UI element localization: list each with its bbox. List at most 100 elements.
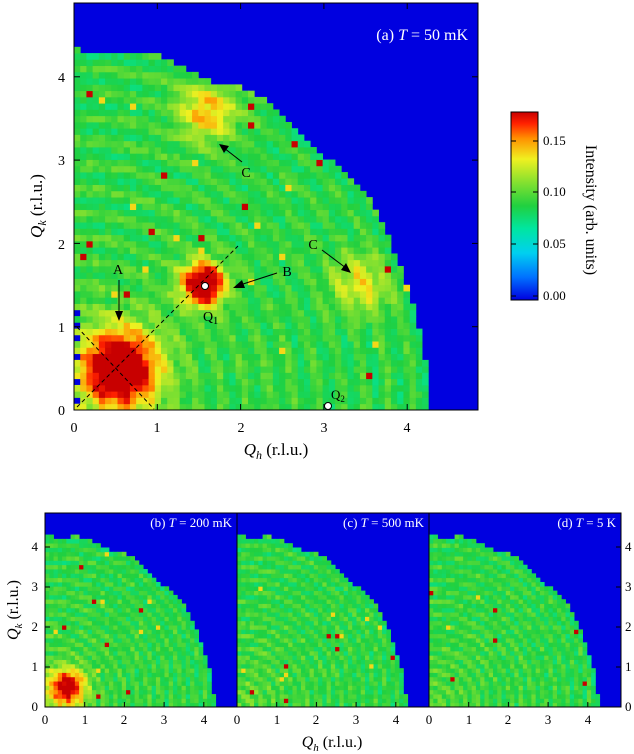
heatmap-cell bbox=[262, 560, 268, 566]
heatmap-cell bbox=[142, 165, 149, 173]
heatmap-cell bbox=[117, 316, 125, 323]
heatmap-cell bbox=[339, 599, 345, 604]
heatmap-cell bbox=[330, 603, 336, 609]
heatmap-cell bbox=[322, 663, 327, 669]
heatmap-cell bbox=[328, 215, 336, 223]
heatmap-cell bbox=[192, 134, 199, 142]
heatmap-cell bbox=[105, 172, 112, 179]
heatmap-cell bbox=[130, 556, 135, 561]
heatmap-cell bbox=[117, 668, 123, 673]
heatmap-cell bbox=[372, 303, 379, 311]
heatmap-cell bbox=[66, 638, 71, 643]
heatmap-cell bbox=[260, 172, 268, 179]
heatmap-cell bbox=[142, 96, 149, 104]
heatmap-cell bbox=[397, 391, 404, 398]
heatmap-cell bbox=[142, 240, 149, 248]
heatmap-cell bbox=[272, 316, 280, 323]
heatmap-cell bbox=[126, 616, 131, 622]
heatmap-cell bbox=[397, 353, 404, 361]
heatmap-cell bbox=[179, 278, 187, 286]
heatmap-cell bbox=[241, 128, 249, 135]
heatmap-cell bbox=[111, 253, 118, 261]
heatmap-cell bbox=[303, 359, 311, 367]
heatmap-cell bbox=[161, 215, 168, 223]
heatmap-cell bbox=[126, 633, 131, 639]
heatmap-cell bbox=[92, 153, 100, 160]
heatmap-cell bbox=[339, 607, 345, 613]
heatmap-cell bbox=[136, 253, 143, 261]
heatmap-cell bbox=[266, 121, 274, 129]
heatmap-cell bbox=[83, 698, 89, 704]
heatmap-cell bbox=[353, 197, 361, 204]
heatmap-cell bbox=[86, 96, 94, 104]
heatmap-cell bbox=[100, 646, 106, 652]
heatmap-cell bbox=[301, 650, 306, 656]
heatmap-cell bbox=[57, 543, 63, 548]
heatmap-cell bbox=[113, 590, 118, 596]
heatmap-cell bbox=[279, 590, 285, 596]
heatmap-cell bbox=[229, 159, 236, 167]
heatmap-cell bbox=[111, 153, 118, 160]
heatmap-cell bbox=[310, 240, 317, 248]
heatmap-cell bbox=[83, 689, 89, 695]
heatmap-cell bbox=[113, 581, 118, 587]
heatmap-cell bbox=[111, 215, 118, 223]
heatmap-cell bbox=[190, 689, 195, 695]
heatmap-cell bbox=[177, 694, 182, 699]
heatmap-cell bbox=[235, 341, 243, 348]
heatmap-cell bbox=[204, 134, 212, 142]
heatmap-cell bbox=[245, 543, 251, 548]
heatmap-cell bbox=[126, 672, 131, 678]
heatmap-cell bbox=[154, 347, 162, 355]
heatmap-cell bbox=[154, 272, 162, 279]
heatmap-cell bbox=[297, 309, 305, 317]
heatmap-cell bbox=[173, 646, 178, 652]
heatmap-cell bbox=[117, 121, 125, 129]
heatmap-cell bbox=[301, 698, 306, 704]
heatmap-cell bbox=[341, 372, 348, 380]
heatmap-cell bbox=[179, 372, 187, 380]
heatmap-cell bbox=[341, 353, 348, 361]
heatmap-cell bbox=[155, 629, 161, 635]
heatmap-cell bbox=[360, 663, 366, 669]
heatmap-cell bbox=[100, 560, 106, 566]
heatmap-cell bbox=[316, 184, 324, 192]
heatmap-cell bbox=[216, 140, 224, 148]
heatmap-cell bbox=[121, 594, 127, 600]
heatmap-cell bbox=[275, 650, 281, 656]
heatmap-cell bbox=[262, 663, 268, 669]
heatmap-cell bbox=[198, 698, 204, 704]
heatmap-cell bbox=[328, 272, 336, 279]
heatmap-cell bbox=[313, 607, 319, 613]
heatmap-cell bbox=[111, 278, 118, 286]
heatmap-cell bbox=[254, 203, 261, 211]
heatmap-cell bbox=[57, 594, 63, 600]
heatmap-cell bbox=[181, 646, 187, 652]
heatmap-cell bbox=[185, 698, 191, 704]
heatmap-cell bbox=[279, 134, 286, 142]
heatmap-cell bbox=[328, 397, 336, 405]
heatmap-cell bbox=[258, 629, 263, 635]
heatmap-cell bbox=[384, 341, 392, 348]
heatmap-cell bbox=[45, 642, 50, 648]
heatmap-cell bbox=[341, 247, 348, 254]
heatmap-cell bbox=[105, 228, 112, 236]
heatmap-cell bbox=[335, 278, 342, 286]
heatmap-cell bbox=[260, 140, 268, 148]
heatmap-cell bbox=[309, 594, 315, 600]
heatmap-cell bbox=[378, 378, 386, 386]
heatmap-cell bbox=[245, 646, 251, 652]
heatmap-cell bbox=[179, 397, 187, 405]
heatmap-cell bbox=[168, 599, 174, 604]
heatmap-cell bbox=[80, 341, 87, 348]
heatmap-cell bbox=[296, 551, 302, 557]
heatmap-cell bbox=[229, 222, 236, 229]
heatmap-cell bbox=[142, 278, 149, 286]
heatmap-cell bbox=[96, 607, 101, 613]
heatmap-cell bbox=[322, 672, 327, 678]
heatmap-cell bbox=[422, 378, 429, 386]
heatmap-cell bbox=[216, 84, 224, 92]
heatmap-cell bbox=[66, 655, 71, 660]
heatmap-cell bbox=[390, 378, 398, 386]
heatmap-cell bbox=[70, 659, 76, 665]
